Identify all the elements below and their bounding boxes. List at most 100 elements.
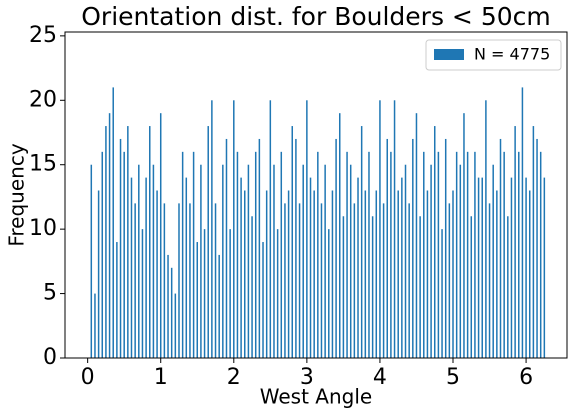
bar (481, 177, 483, 358)
bar (503, 151, 505, 358)
bar (163, 203, 166, 358)
bar (105, 126, 107, 359)
bar (236, 151, 239, 358)
bar (382, 203, 385, 358)
bar (349, 164, 352, 358)
bar (404, 164, 407, 358)
bar (485, 100, 487, 359)
bar (167, 254, 169, 358)
bar (251, 216, 253, 358)
bar (258, 138, 261, 358)
bar (265, 190, 268, 358)
bar (338, 113, 341, 359)
bar (496, 190, 498, 358)
bar (291, 126, 294, 359)
bar (94, 293, 96, 358)
bar (477, 177, 480, 358)
bar (455, 151, 458, 358)
x-tick-label: 3 (300, 365, 314, 390)
bar (448, 203, 451, 358)
bar (222, 164, 224, 358)
y-tick-label: 15 (29, 152, 57, 177)
bar (353, 203, 356, 358)
bar (280, 151, 283, 358)
bar (97, 190, 100, 358)
bar (247, 164, 250, 358)
bar (196, 242, 199, 358)
y-tick-label: 20 (29, 87, 57, 112)
bar (189, 203, 191, 358)
bar (185, 177, 188, 358)
bar (423, 151, 425, 358)
bar (437, 151, 440, 358)
bar (181, 151, 184, 358)
bar (225, 138, 228, 358)
bar (178, 203, 180, 358)
x-tick-label: 2 (227, 365, 241, 390)
x-tick-label: 0 (81, 365, 95, 390)
x-tick-label: 4 (373, 365, 387, 390)
bar (488, 203, 491, 358)
bar (419, 216, 421, 358)
bar (397, 190, 399, 358)
bar (357, 177, 359, 358)
bar (514, 126, 516, 359)
bar (101, 151, 104, 358)
bar (130, 177, 133, 358)
bar (364, 190, 367, 358)
bar (108, 113, 111, 359)
bar (302, 164, 304, 358)
plot-frame (64, 31, 568, 359)
bar (408, 203, 410, 358)
bar (510, 177, 513, 358)
bar (532, 126, 535, 359)
bar (324, 164, 326, 358)
bar (119, 138, 122, 358)
bar (452, 190, 454, 358)
bar (371, 216, 374, 358)
bar (499, 138, 502, 358)
bar (518, 151, 520, 358)
bar (116, 242, 118, 358)
bar (159, 113, 162, 359)
bar (390, 151, 392, 358)
y-tick-label: 10 (29, 216, 57, 241)
bar (306, 100, 308, 359)
bar (507, 216, 509, 358)
y-tick-label: 25 (29, 23, 57, 48)
y-tick-label: 5 (43, 281, 57, 306)
bar (386, 138, 388, 358)
bar (360, 126, 363, 359)
bar (474, 151, 476, 358)
bar (415, 113, 418, 359)
bar (492, 164, 494, 358)
bar (401, 177, 403, 358)
bar (145, 177, 147, 358)
bar (459, 164, 462, 358)
bar (430, 164, 432, 358)
bar (295, 138, 297, 358)
bar (276, 229, 279, 358)
bar (317, 151, 319, 358)
bar (141, 229, 144, 358)
bar (262, 242, 264, 358)
bar (273, 164, 275, 358)
bar (192, 151, 195, 358)
bar (393, 100, 396, 359)
bar (298, 203, 301, 358)
bar (207, 126, 209, 359)
bar (470, 216, 473, 358)
bar (444, 138, 447, 358)
bar (170, 267, 173, 358)
bar (331, 190, 334, 358)
bar (174, 293, 177, 358)
y-axis-label: Frequency (5, 143, 29, 246)
bar (203, 229, 206, 358)
bar (138, 164, 140, 358)
bar (466, 151, 469, 358)
y-tick-label: 0 (43, 345, 57, 370)
bar (244, 190, 246, 358)
bar (320, 203, 323, 358)
bar (211, 100, 213, 359)
bar (127, 126, 129, 359)
